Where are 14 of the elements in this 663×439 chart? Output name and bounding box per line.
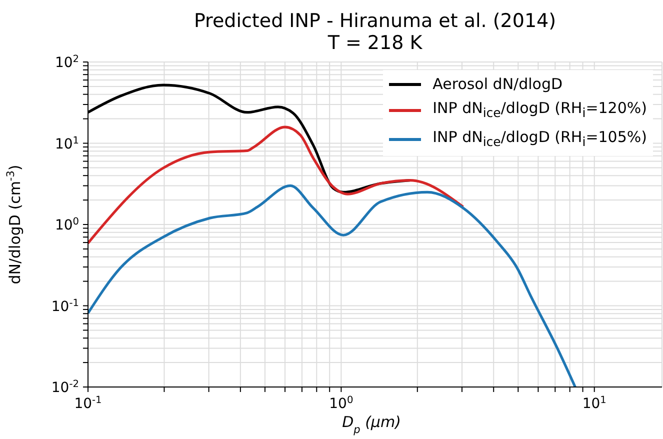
x-tick-label: 10$^{0}$ <box>329 394 354 412</box>
y-tick-label: 10$^{-2}$ <box>51 378 79 396</box>
x-tick-label: 10$^{-1}$ <box>74 394 102 412</box>
y-tick-label: 10$^{2}$ <box>54 54 79 71</box>
chart-subtitle: T = 218 K <box>326 32 424 54</box>
y-tick-label: 10$^{1}$ <box>54 134 79 152</box>
legend-label: INP dN$_{ice}$/dlogD (RH$_{i}$=120%) <box>432 98 647 122</box>
legend-label: INP dN$_{ice}$/dlogD (RH$_{i}$=105%) <box>432 127 647 151</box>
legend-label: Aerosol dN/dlogD <box>432 74 563 95</box>
y-tick-label: 10$^{-1}$ <box>51 297 79 315</box>
chart-title: Predicted INP - Hiranuma et al. (2014) <box>192 10 558 32</box>
x-axis-title: D$_{p}$ (μm) <box>342 413 401 436</box>
x-tick-label: 10$^{1}$ <box>582 394 606 412</box>
y-tick-label: 10$^{0}$ <box>54 216 79 234</box>
